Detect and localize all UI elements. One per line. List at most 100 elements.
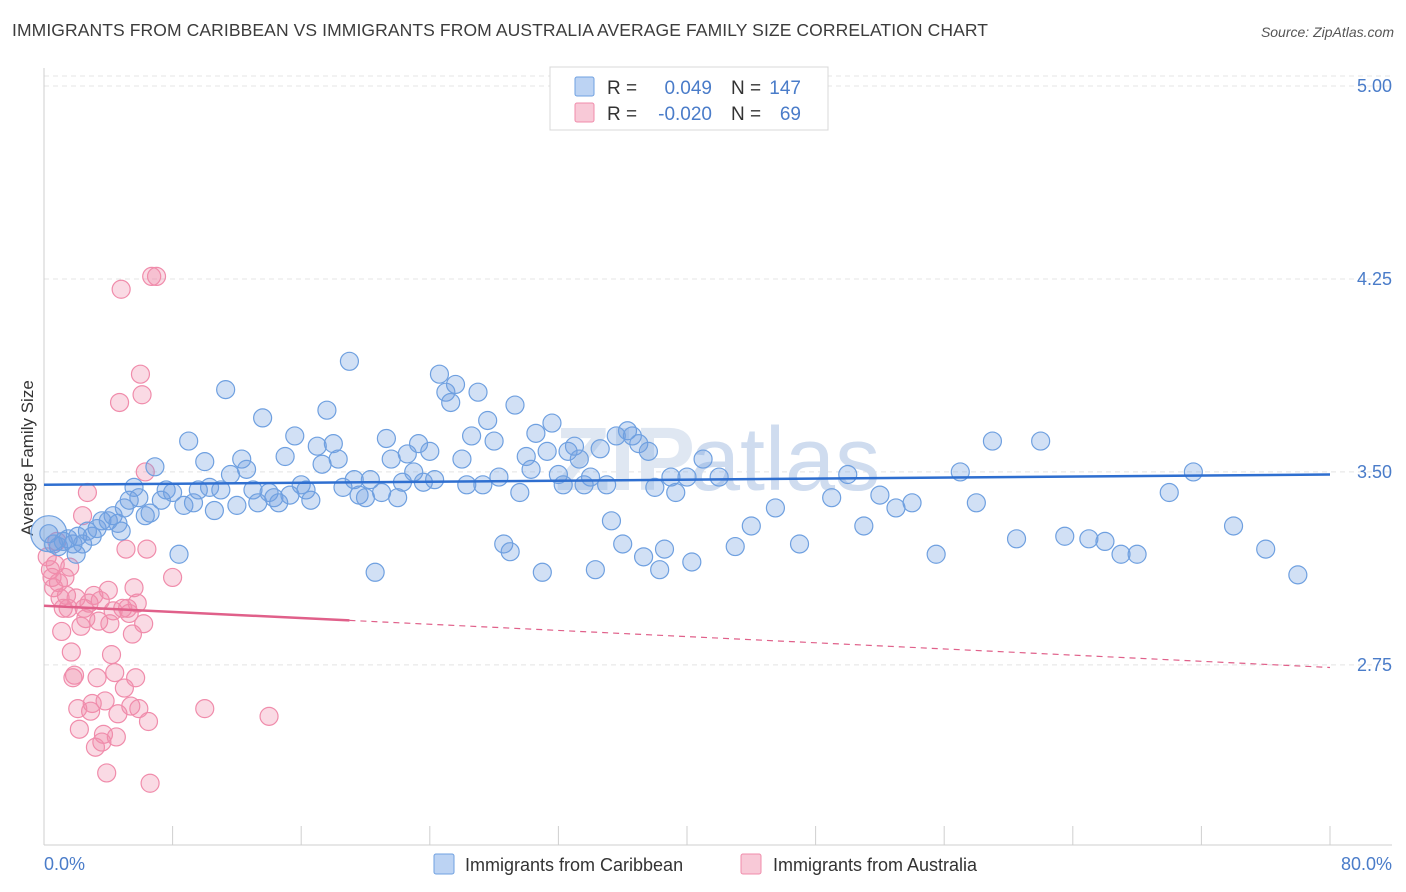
caribbean-point bbox=[151, 490, 171, 510]
legend-swatch-australia bbox=[574, 102, 595, 123]
y-tick-labels: 2.75 3.50 4.25 5.00 bbox=[1357, 76, 1392, 675]
caribbean-point bbox=[72, 534, 93, 554]
caribbean-point bbox=[532, 562, 552, 582]
caribbean-point bbox=[216, 380, 236, 400]
caribbean-point bbox=[601, 511, 622, 531]
caribbean-point bbox=[381, 449, 401, 469]
australia-point bbox=[137, 539, 157, 559]
caribbean-point bbox=[408, 434, 429, 454]
caribbean-point bbox=[526, 423, 546, 443]
caribbean-point bbox=[765, 498, 786, 518]
australia-point bbox=[87, 668, 107, 688]
australia-point bbox=[140, 773, 160, 793]
caribbean-point bbox=[597, 475, 617, 495]
caribbean-point bbox=[344, 470, 364, 490]
caribbean-point bbox=[478, 410, 498, 431]
caribbean-point bbox=[323, 434, 343, 454]
caribbean-point bbox=[537, 441, 557, 461]
australia-point bbox=[134, 614, 154, 634]
australia-trend-line bbox=[43, 604, 350, 622]
caribbean-point bbox=[982, 431, 1003, 451]
legend-n-label-2: N = bbox=[731, 104, 761, 125]
caribbean-point bbox=[376, 428, 396, 449]
y-tick-label: 5.00 bbox=[1357, 76, 1392, 96]
caribbean-point bbox=[682, 552, 702, 572]
caribbean-point bbox=[886, 498, 906, 518]
caribbean-point bbox=[360, 470, 380, 490]
caribbean-point bbox=[709, 467, 729, 487]
caribbean-point bbox=[569, 449, 589, 469]
australia-point bbox=[61, 642, 81, 662]
caribbean-point bbox=[236, 459, 257, 479]
caribbean-point bbox=[1127, 544, 1147, 564]
australia-point bbox=[129, 699, 149, 719]
caribbean-point bbox=[339, 351, 360, 371]
caribbean-point bbox=[436, 382, 456, 402]
caribbean-point bbox=[183, 493, 204, 513]
caribbean-point bbox=[629, 434, 649, 454]
australia-point bbox=[106, 727, 126, 747]
bottom-legend-swatch-caribbean bbox=[433, 853, 455, 875]
caribbean-point bbox=[317, 400, 337, 420]
caribbean-point bbox=[195, 452, 215, 472]
caribbean-trend-line bbox=[43, 473, 1331, 487]
australia-point bbox=[95, 691, 115, 711]
australia-point bbox=[130, 364, 151, 384]
caribbean-point bbox=[650, 560, 670, 580]
caribbean-point bbox=[553, 475, 573, 495]
caribbean-point bbox=[312, 454, 332, 474]
caribbean-point bbox=[1079, 529, 1099, 549]
caribbean-point bbox=[838, 464, 858, 485]
caribbean-point bbox=[468, 382, 488, 402]
legend-n-value-1: 147 bbox=[769, 78, 801, 99]
bottom-legend-label-australia: Immigrants from Australia bbox=[773, 855, 978, 875]
australia-point bbox=[89, 611, 109, 631]
caribbean-point bbox=[371, 482, 392, 503]
legend-box bbox=[549, 66, 829, 131]
caribbean-point bbox=[129, 488, 149, 508]
caribbean-point bbox=[725, 536, 745, 557]
caribbean-point bbox=[606, 426, 626, 446]
caribbean-point bbox=[1183, 462, 1203, 482]
australia-point bbox=[109, 392, 130, 413]
australia-trend-line-extension bbox=[349, 619, 1331, 669]
caribbean-point bbox=[654, 539, 675, 559]
australia-point bbox=[92, 732, 112, 752]
caribbean-point bbox=[211, 480, 231, 500]
caribbean-point bbox=[169, 544, 189, 564]
australia-point bbox=[126, 668, 146, 688]
caribbean-point bbox=[822, 488, 842, 508]
caribbean-point bbox=[613, 534, 633, 554]
legend-r-value-1: 0.049 bbox=[664, 78, 712, 99]
caribbean-point bbox=[489, 467, 509, 487]
australia-point bbox=[138, 711, 159, 732]
watermark-zip: ZIP bbox=[555, 410, 695, 510]
caribbean-point bbox=[473, 475, 493, 495]
caribbean-point bbox=[1159, 482, 1179, 503]
caribbean-point bbox=[275, 446, 295, 467]
caribbean-point bbox=[429, 364, 450, 384]
grid bbox=[44, 75, 1392, 666]
legend-n-label-1: N = bbox=[731, 78, 761, 99]
australia-point bbox=[146, 266, 167, 287]
caribbean-point bbox=[633, 547, 654, 567]
caribbean-point bbox=[542, 413, 562, 433]
australia-point bbox=[163, 567, 183, 588]
y-axis-label: Average Family Size bbox=[18, 380, 37, 536]
caribbean-point bbox=[232, 449, 252, 469]
caribbean-point bbox=[457, 475, 477, 495]
caribbean-point bbox=[902, 493, 922, 513]
australia-point bbox=[81, 701, 101, 721]
caribbean-point bbox=[693, 449, 713, 469]
caribbean-point bbox=[365, 562, 385, 582]
caribbean-point bbox=[548, 464, 569, 485]
australia-point bbox=[101, 645, 122, 665]
australia-point bbox=[116, 539, 136, 559]
australia-point bbox=[105, 663, 125, 683]
caribbean-point bbox=[1223, 516, 1244, 536]
caribbean-point bbox=[484, 431, 504, 451]
caribbean-point bbox=[204, 500, 224, 521]
australia-point bbox=[127, 593, 147, 613]
caribbean-point bbox=[1288, 565, 1308, 585]
caribbean-point bbox=[622, 426, 642, 446]
